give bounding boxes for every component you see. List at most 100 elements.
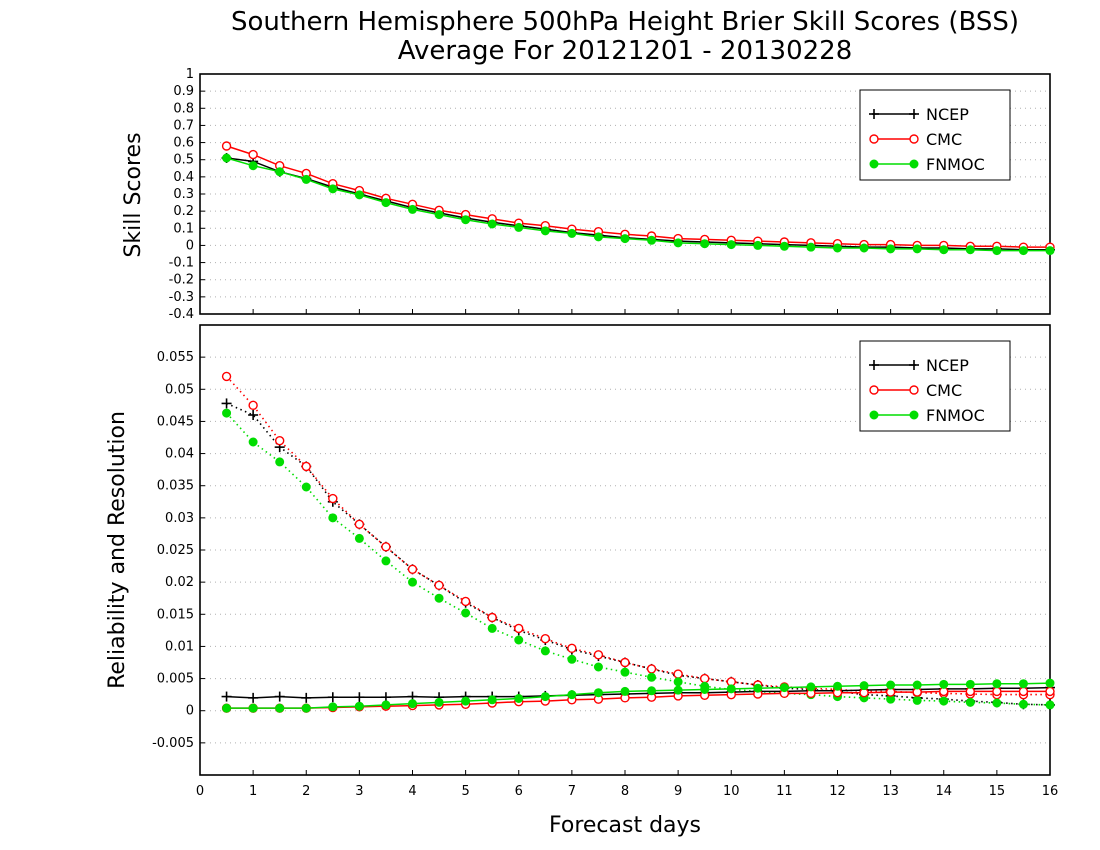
series-fnmoc [222,153,1055,256]
data-point [620,667,630,677]
data-point [992,679,1002,689]
data-point [593,232,603,242]
y-tick-label: 0.045 [157,414,194,429]
data-point [248,410,259,420]
legend-marker-right [909,385,919,395]
legend-marker-left [869,159,879,169]
data-point [248,437,258,447]
reliability-y-axis-title: Reliability and Resolution [105,411,130,689]
x-axis-title: Forecast days [549,813,701,838]
y-tick-label: 0.02 [165,575,194,590]
data-point [381,198,391,208]
data-point [700,239,710,249]
data-point [301,692,312,703]
data-point [673,677,683,687]
data-point [222,408,232,418]
data-point [434,593,444,603]
data-point [301,703,311,713]
data-point [912,695,922,705]
x-tick-label: 14 [935,784,952,799]
y-tick-label: 0.4 [173,170,194,185]
data-point [248,149,258,160]
data-point [593,662,603,672]
data-point [354,190,364,200]
series-line [226,402,1051,706]
legend-entry-cmc: CMC [869,381,962,400]
x-tick-label: 3 [355,784,363,799]
data-point [620,657,630,668]
data-point [779,241,789,251]
y-tick-label: 0.1 [173,221,194,236]
x-tick-label: 9 [674,784,682,799]
data-point [673,238,683,248]
data-point [354,519,365,529]
data-point [859,681,869,691]
data-point [408,699,417,709]
y-tick-label: 0.6 [173,136,194,151]
data-point [275,457,285,467]
data-point [381,542,391,552]
x-tick-label: 12 [829,784,846,799]
legend-entry-fnmoc: FNMOC [869,155,985,174]
legend-box [859,340,1011,432]
data-point [328,513,338,523]
legend-box [859,89,1011,181]
y-tick-label: 0.03 [165,511,194,526]
data-point [1018,699,1028,709]
data-point [593,688,603,698]
y-tick-label: 0 [186,704,194,719]
data-point [461,215,471,225]
y-tick-label: -0.005 [152,736,194,751]
data-point [1045,246,1055,256]
data-point [487,219,497,229]
y-tick-label: 0.015 [157,607,194,622]
y-tick-label: -0.1 [169,256,194,271]
data-point [221,691,232,702]
legend: NCEP CMC FNMOC [859,89,1011,181]
data-point [806,682,816,692]
data-point [939,245,949,255]
data-point [301,461,311,472]
y-tick-label: 0.5 [173,153,194,168]
data-point [301,482,311,492]
data-point [700,685,710,694]
data-point [939,679,949,689]
chart-title-line2: Average For 20121201 - 20130228 [398,36,853,66]
data-point [327,692,338,703]
data-point [408,204,417,214]
data-point [1045,686,1055,697]
series-fnmoc-resolution [222,408,1055,710]
data-point [328,702,338,712]
skill-scores-y-axis-title: Skill Scores [121,132,146,257]
x-tick-label: 1 [249,784,257,799]
series-line [226,412,1051,706]
data-point [593,650,604,660]
y-tick-label: 1 [186,67,194,82]
data-point [301,174,311,184]
data-point [646,664,657,674]
legend-label: CMC [926,130,962,149]
data-point [222,153,232,163]
data-point [965,245,975,255]
data-point [567,690,577,700]
data-point [1018,686,1029,697]
data-point [354,701,364,711]
data-point [460,596,471,607]
data-point [912,680,922,690]
data-point [1018,246,1028,256]
legend-marker-right [909,134,919,144]
data-point [620,234,630,244]
data-point [221,371,232,382]
data-point [514,623,524,634]
data-point [514,635,524,645]
data-point [221,141,232,151]
y-tick-label: 0.01 [165,639,194,654]
x-tick-label: 15 [989,784,1006,799]
legend-marker-right [909,109,919,119]
data-point [407,564,418,574]
data-point [487,623,497,633]
data-point [408,577,417,587]
y-tick-label: 0.005 [157,672,194,687]
series-ncep-reliability [221,682,1055,703]
